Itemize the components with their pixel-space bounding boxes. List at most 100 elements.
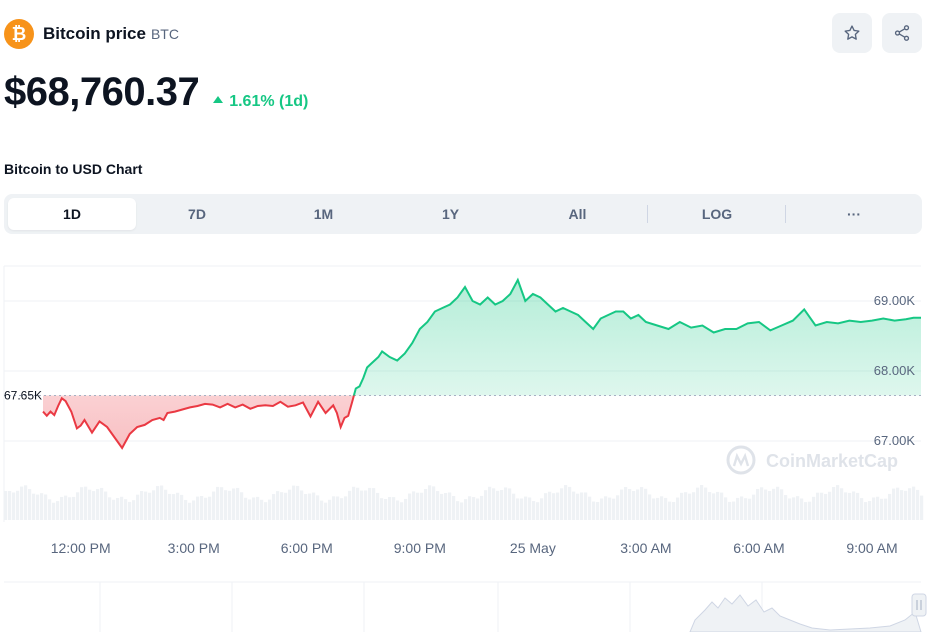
tab-log[interactable]: LOG (701, 206, 733, 222)
volume-bar (348, 490, 352, 520)
volume-bar (672, 502, 676, 520)
volume-bar (876, 496, 880, 520)
volume-bar (668, 501, 672, 520)
volume-bar (576, 493, 580, 520)
volume-bar (396, 500, 400, 520)
coin-symbol: BTC (150, 26, 179, 42)
volume-bar (456, 501, 460, 520)
volume-bar (232, 488, 236, 520)
volume-bar (916, 489, 920, 520)
volume-bar (40, 493, 44, 520)
volume-bar (736, 497, 740, 520)
volume-bar (616, 495, 620, 520)
volume-bar (464, 499, 468, 520)
volume-bar (680, 492, 684, 520)
volume-bar (392, 497, 396, 520)
volume-bar (764, 489, 768, 520)
navigator-handle[interactable] (911, 593, 927, 617)
watchlist-button[interactable] (832, 13, 872, 53)
volume-bar (584, 492, 588, 520)
volume-bar (56, 501, 60, 520)
volume-bars (4, 485, 924, 520)
volume-bar (820, 492, 824, 520)
current-price: $68,760.37 (4, 70, 200, 114)
volume-bar (244, 497, 248, 520)
volume-bar (160, 485, 164, 520)
x-tick-label: 25 May (510, 540, 556, 556)
volume-bar (912, 486, 916, 520)
tab-1d[interactable]: 1D (8, 198, 136, 230)
chart-section-title: Bitcoin to USD Chart (4, 161, 143, 177)
volume-bar (852, 491, 856, 520)
volume-bar (548, 491, 552, 520)
coin-header: ₿ Bitcoin price BTC (4, 18, 179, 50)
volume-bar (596, 502, 600, 520)
volume-bar (216, 486, 220, 520)
volume-bar (128, 501, 132, 520)
price-row: $68,760.37 1.61% (1d) (4, 70, 308, 115)
volume-bar (868, 500, 872, 520)
volume-bar (488, 486, 492, 520)
volume-bar (300, 490, 304, 520)
volume-bar (656, 497, 660, 520)
volume-bar (788, 498, 792, 520)
coinmarketcap-logo-mark (732, 452, 750, 467)
volume-bar (468, 496, 472, 520)
volume-bar (484, 490, 488, 520)
volume-bar (472, 497, 476, 520)
volume-bar (872, 497, 876, 520)
volume-bar (96, 489, 100, 520)
volume-bar (836, 485, 840, 520)
volume-bar (224, 490, 228, 520)
price-chart[interactable]: CoinMarketCap 67.65K 69.00K68.00K67.00K … (0, 240, 940, 632)
volume-bar (144, 491, 148, 520)
coinmarketcap-watermark: CoinMarketCap (726, 445, 898, 475)
volume-bar (604, 496, 608, 520)
tab-7d[interactable]: 7D (188, 206, 206, 222)
share-button[interactable] (882, 13, 922, 53)
volume-bar (304, 493, 308, 520)
volume-bar (864, 502, 868, 520)
navigator-area (689, 594, 922, 632)
tab-all[interactable]: All (568, 206, 587, 222)
volume-bar (84, 486, 88, 520)
volume-bar (312, 492, 316, 520)
volume-bar (684, 492, 688, 520)
volume-bar (840, 488, 844, 520)
volume-bar (8, 491, 12, 520)
volume-bar (284, 492, 288, 520)
volume-bar (660, 496, 664, 520)
volume-bar (88, 489, 92, 520)
volume-bar (880, 498, 884, 520)
volume-bar (624, 486, 628, 520)
x-tick-label: 12:00 PM (51, 540, 111, 556)
caret-up-icon (213, 96, 224, 103)
volume-bar (420, 492, 424, 520)
volume-bar (412, 491, 416, 520)
tab-more[interactable]: ··· (847, 206, 861, 222)
volume-bar (904, 490, 908, 520)
volume-bar (632, 490, 636, 520)
tab-1y[interactable]: 1Y (441, 206, 460, 222)
volume-bar (384, 499, 388, 520)
tab-1m[interactable]: 1M (313, 206, 334, 222)
price-line-down (42, 395, 355, 450)
volume-bar (588, 496, 592, 520)
volume-bar (204, 497, 208, 520)
watermark-text: CoinMarketCap (766, 451, 898, 471)
volume-bar (892, 488, 896, 520)
volume-bar (700, 485, 704, 520)
volume-bar (68, 497, 72, 520)
range-navigator[interactable] (99, 582, 922, 632)
timeframe-tabs: 1D 7D 1M 1Y All LOG ··· (4, 194, 922, 234)
volume-bar (824, 493, 828, 520)
volume-bar (768, 490, 772, 520)
volume-bar (380, 498, 384, 520)
volume-bar (432, 486, 436, 520)
volume-bar (280, 492, 284, 520)
volume-bar (404, 498, 408, 520)
volume-bar (20, 486, 24, 520)
volume-bar (676, 497, 680, 520)
volume-bar (292, 485, 296, 520)
volume-bar (648, 494, 652, 520)
